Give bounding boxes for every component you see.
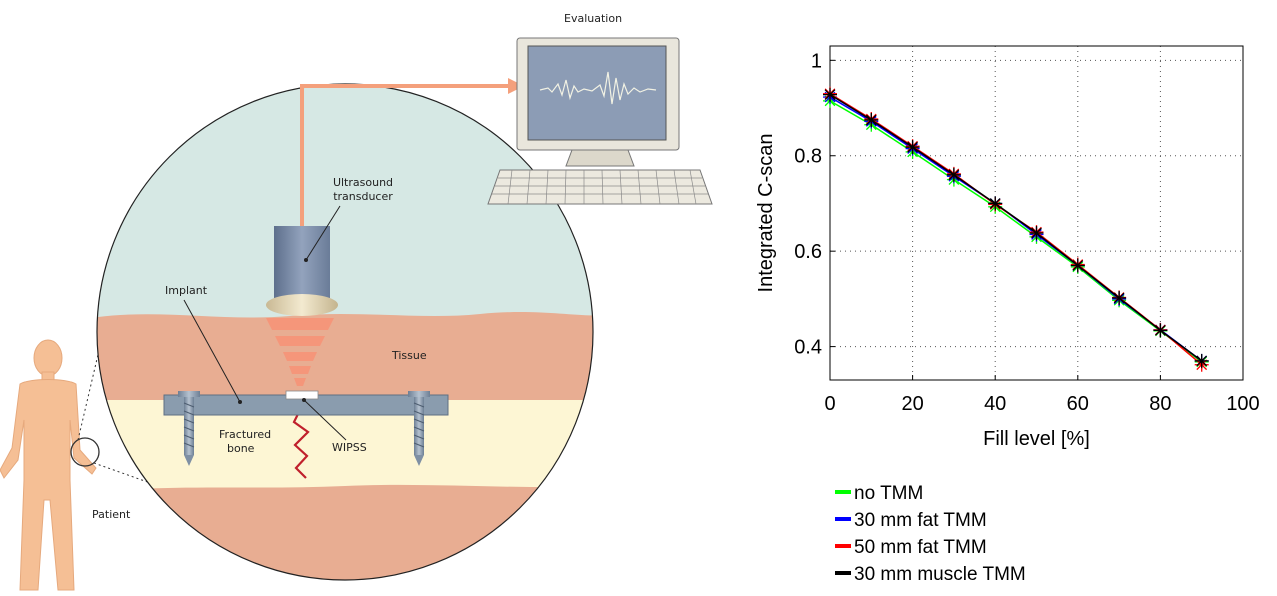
legend-item: 30 mm fat TMM	[835, 510, 987, 531]
transducer-ring	[266, 294, 338, 316]
fracture-line	[292, 409, 310, 479]
leader-wipss	[303, 399, 347, 441]
chart-ticks: 0 20 40 60 80 100 0.4 0.6 0.8 1	[794, 50, 1260, 415]
chart-grid	[830, 46, 1243, 380]
series-line	[829, 96, 1203, 362]
label-transducer-line1: Ultrasound	[333, 176, 393, 189]
magnified-view	[97, 84, 593, 580]
legend-item: no TMM	[835, 483, 923, 504]
screw-right	[408, 391, 430, 466]
series-3	[823, 86, 1209, 372]
c-scan-chart: 0 20 40 60 80 100 0.4 0.6 0.8 1 Fill level [%] In…	[755, 45, 1260, 585]
label-patient: Patient	[92, 508, 131, 521]
wipss-sensor	[285, 390, 319, 400]
x-axis-label: Fill level [%]	[983, 428, 1090, 450]
data-point	[988, 196, 1003, 211]
x-tick-label: 40	[984, 393, 1006, 415]
x-tick-label: 20	[901, 393, 923, 415]
zoom-line-top	[77, 311, 109, 441]
series-4	[823, 87, 1209, 368]
ultrasound-diagram: Evaluation Ultrasound transducer Implant…	[0, 12, 713, 591]
y-tick-label: 1	[811, 50, 822, 72]
transducer-body	[274, 226, 330, 298]
legend-label: no TMM	[854, 483, 923, 504]
x-tick-label: 80	[1149, 393, 1171, 415]
ultrasound-beam	[266, 318, 334, 386]
legend-item: 30 mm muscle TMM	[835, 564, 1026, 585]
signal-arrow-head	[508, 78, 524, 94]
data-point	[1070, 258, 1085, 273]
data-point	[905, 140, 920, 155]
leader-implant	[183, 299, 241, 403]
data-point	[1153, 323, 1168, 338]
legend-item: 50 mm fat TMM	[835, 537, 987, 558]
label-transducer-line2: transducer	[333, 190, 393, 203]
label-wipss: WIPSS	[332, 441, 367, 454]
series-1	[823, 93, 1209, 369]
data-point	[1194, 353, 1209, 368]
monitor-screen	[527, 45, 667, 141]
label-implant: Implant	[165, 284, 208, 297]
data-point	[1029, 226, 1044, 241]
x-tick-label: 100	[1226, 393, 1259, 415]
legend-label: 30 mm fat TMM	[854, 510, 987, 531]
series-line	[829, 100, 1203, 363]
label-bone-line2: bone	[227, 442, 255, 455]
chart-legend: no TMM 30 mm fat TMM 50 mm fat TMM 30 mm mu…	[835, 483, 1026, 585]
plot-frame	[829, 45, 1244, 381]
legend-label: 30 mm muscle TMM	[854, 564, 1026, 585]
label-evaluation: Evaluation	[564, 12, 622, 25]
chart-series	[823, 86, 1209, 372]
y-axis-label: Integrated C-scan	[755, 134, 777, 293]
data-point	[823, 87, 837, 102]
screw-left	[178, 391, 200, 466]
keyboard	[487, 169, 713, 205]
label-bone-line1: Fractured	[219, 428, 271, 441]
data-point	[1112, 290, 1127, 305]
zoom-marker	[70, 437, 100, 467]
waveform	[539, 71, 657, 105]
computer	[487, 37, 713, 205]
y-tick-label: 0.8	[794, 146, 822, 168]
data-point	[946, 167, 961, 182]
signal-arrow	[300, 84, 508, 226]
lower-tissue	[97, 484, 593, 580]
label-tissue: Tissue	[391, 349, 427, 362]
leader-transducer	[305, 205, 341, 261]
patient-figure	[0, 339, 97, 591]
y-tick-label: 0.6	[794, 241, 822, 263]
y-tick-label: 0.4	[794, 337, 822, 359]
data-point	[864, 112, 879, 127]
x-tick-label: 0	[824, 393, 835, 415]
x-tick-label: 60	[1067, 393, 1089, 415]
series-line	[829, 94, 1203, 362]
legend-label: 50 mm fat TMM	[854, 537, 987, 558]
